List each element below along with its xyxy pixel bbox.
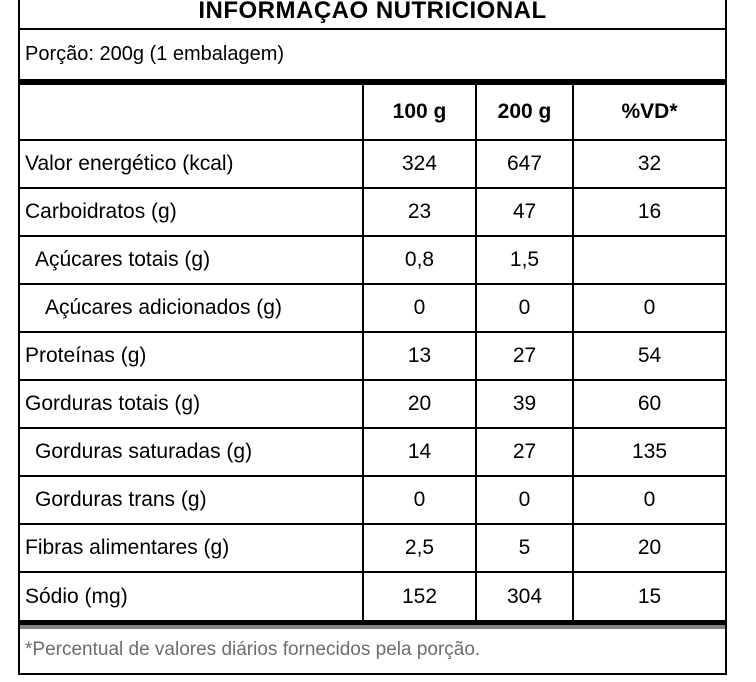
value-per-200g: 39	[475, 380, 573, 428]
nutrition-table: 100 g 200 g %VD* Valor energético (kcal)…	[20, 85, 725, 620]
table-row: Fibras alimentares (g) 2,5 5 20	[20, 524, 725, 572]
value-per-200g: 5	[475, 524, 573, 572]
value-percent-vd: 0	[572, 284, 725, 332]
value-percent-vd: 0	[572, 476, 725, 524]
table-header-row: 100 g 200 g %VD*	[20, 85, 725, 141]
nutrient-label: Proteínas (g)	[20, 332, 363, 380]
nutrient-label: Gorduras trans (g)	[20, 476, 363, 524]
nutrient-label: Açúcares totais (g)	[20, 236, 363, 284]
footnote: *Percentual de valores diários fornecido…	[25, 639, 481, 660]
column-header-200g: 200 g	[475, 85, 573, 141]
nutrient-label: Carboidratos (g)	[20, 188, 363, 236]
nutrition-table-body: Valor energético (kcal) 324 647 32 Carboidra…	[20, 140, 725, 620]
value-per-200g: 27	[475, 332, 573, 380]
value-per-200g: 0	[475, 476, 573, 524]
column-header-100g: 100 g	[362, 85, 476, 141]
nutrition-facts-panel: INFORMAÇÃO NUTRICIONAL Porção: 200g (1 e…	[18, 0, 727, 675]
value-per-100g: 13	[362, 332, 476, 380]
divider-bar-bottom-shadow	[20, 625, 725, 629]
value-per-100g: 0,8	[362, 236, 476, 284]
panel-header: INFORMAÇÃO NUTRICIONAL	[20, 0, 725, 30]
table-row: Proteínas (g) 13 27 54	[20, 332, 725, 380]
divider-bar-top	[20, 79, 725, 85]
value-per-200g: 1,5	[475, 236, 573, 284]
value-percent-vd: 16	[572, 188, 725, 236]
value-per-100g: 20	[362, 380, 476, 428]
value-percent-vd: 60	[572, 380, 725, 428]
nutrient-label: Valor energético (kcal)	[20, 140, 363, 188]
value-per-100g: 0	[362, 476, 476, 524]
nutrient-label: Fibras alimentares (g)	[20, 524, 363, 572]
value-percent-vd: 54	[572, 332, 725, 380]
value-per-200g: 647	[475, 140, 573, 188]
value-percent-vd: 20	[572, 524, 725, 572]
page-title: INFORMAÇÃO NUTRICIONAL	[198, 0, 547, 24]
portion-info: Porção: 200g (1 embalagem)	[25, 43, 285, 65]
value-per-200g: 304	[475, 572, 573, 620]
value-per-100g: 23	[362, 188, 476, 236]
value-percent-vd: 135	[572, 428, 725, 476]
value-per-100g: 324	[362, 140, 476, 188]
value-per-100g: 152	[362, 572, 476, 620]
table-row: Carboidratos (g) 23 47 16	[20, 188, 725, 236]
nutrient-label: Açúcares adicionados (g)	[20, 284, 363, 332]
table-row: Açúcares adicionados (g) 0 0 0	[20, 284, 725, 332]
column-header-percent-vd: %VD*	[572, 85, 725, 141]
table-row: Gorduras trans (g) 0 0 0	[20, 476, 725, 524]
value-percent-vd	[572, 236, 725, 284]
table-row: Sódio (mg) 152 304 15	[20, 572, 725, 620]
value-percent-vd: 32	[572, 140, 725, 188]
table-row: Gorduras saturadas (g) 14 27 135	[20, 428, 725, 476]
value-per-100g: 2,5	[362, 524, 476, 572]
value-per-200g: 27	[475, 428, 573, 476]
value-percent-vd: 15	[572, 572, 725, 620]
value-per-200g: 47	[475, 188, 573, 236]
nutrient-label: Gorduras totais (g)	[20, 380, 363, 428]
value-per-100g: 0	[362, 284, 476, 332]
column-header-nutrient	[20, 85, 363, 141]
nutrient-label: Sódio (mg)	[20, 572, 363, 620]
value-per-200g: 0	[475, 284, 573, 332]
value-per-100g: 14	[362, 428, 476, 476]
divider-bar-bottom	[20, 620, 725, 625]
nutrient-label: Gorduras saturadas (g)	[20, 428, 363, 476]
table-row: Açúcares totais (g) 0,8 1,5	[20, 236, 725, 284]
table-row: Valor energético (kcal) 324 647 32	[20, 140, 725, 188]
table-row: Gorduras totais (g) 20 39 60	[20, 380, 725, 428]
